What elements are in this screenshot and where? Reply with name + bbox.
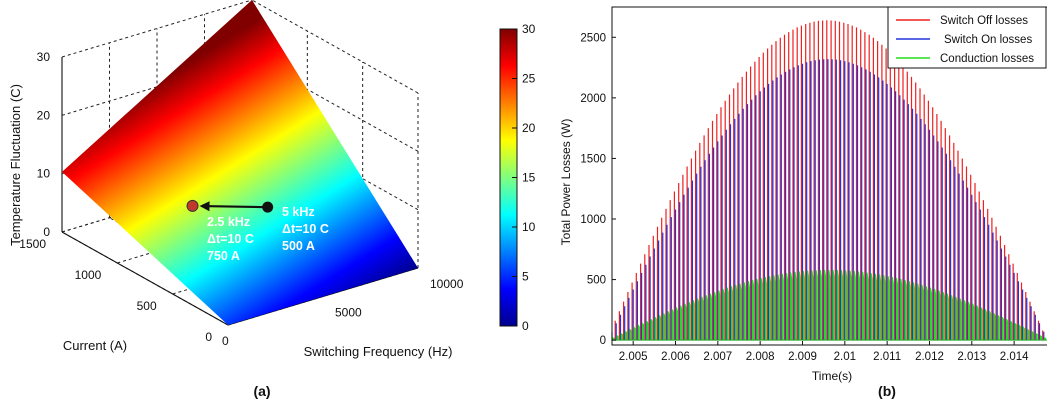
colorbar-tick-25: 25: [522, 72, 536, 86]
series-group: [611, 20, 1047, 341]
operating-point-annotation: 2.5 kHz Δt=10 C 750 A 5 kHz Δt=10 C 500 …: [186, 199, 329, 263]
panel-a-label: (a): [253, 383, 270, 399]
grid-line-side-z-3: [251, 0, 419, 94]
axis-ticks: 2.005 2.006 2.007 2.008 2.009 2.01 2.011 2.012 2…: [580, 32, 1029, 363]
y-axis-label-b: Total Power Losses (W): [559, 119, 573, 246]
legend: Switch Off losses Switch On losses Condu…: [887, 6, 1047, 69]
temperature-surface: [62, 0, 418, 325]
x-tick-label-2.009: 2.009: [788, 351, 817, 363]
colorbar-tick-30: 30: [522, 22, 536, 36]
colorbar: 0 5 10 15 20 25 30: [499, 22, 536, 333]
point-b-line-1: 5 kHz: [282, 205, 315, 219]
operating-point-5khz: [262, 201, 274, 213]
z-tick-10: 10: [37, 167, 51, 181]
x-tick-5000: 5000: [335, 306, 362, 320]
shift-arrow: [209, 205, 268, 209]
x-tick-0: 0: [222, 334, 229, 348]
shift-arrowhead: [199, 201, 210, 212]
colorbar-tick-5: 5: [522, 270, 529, 284]
x-tick-10000: 10000: [430, 277, 464, 291]
legend-label-switch-on: Switch On losses: [944, 34, 1032, 46]
z-axis-label: Temperature Fluctuation (C): [8, 84, 23, 246]
panel-b-label: (b): [878, 383, 896, 399]
series-line-2: [612, 269, 1047, 341]
plot-area-frame: [611, 6, 1047, 346]
series-line-0: [614, 20, 1044, 341]
y-axis-label: Current (A): [63, 338, 127, 353]
y-tick-0: 0: [205, 330, 212, 344]
x-axis-label: Switching Frequency (Hz): [304, 344, 453, 359]
z-tick-0: 0: [43, 225, 50, 239]
point-b-line-3: 500 A: [282, 239, 315, 253]
colorbar-tick-20: 20: [522, 121, 536, 135]
x-tick-label-2.005: 2.005: [619, 351, 648, 363]
y-tick-label-0: 0: [600, 335, 606, 347]
y-tick-1000: 1000: [75, 268, 102, 282]
y-tick-label-2500: 2500: [580, 32, 606, 44]
legend-label-switch-off: Switch Off losses: [940, 15, 1028, 27]
x-tick-label-2.007: 2.007: [703, 351, 732, 363]
colorbar-tick-15: 15: [522, 171, 536, 185]
colorbar-tick-0: 0: [522, 319, 529, 333]
x-tick-label-2.006: 2.006: [661, 351, 690, 363]
power-losses-panel: 2.005 2.006 2.007 2.008 2.009 2.01 2.011 2.012 2…: [559, 6, 1047, 399]
y-tick-label-1500: 1500: [580, 153, 606, 165]
x-tick-label-2.008: 2.008: [746, 351, 775, 363]
point-b-line-2: Δt=10 C: [282, 222, 329, 236]
axis-current: [61, 231, 229, 326]
y-tick-1500: 1500: [19, 237, 46, 251]
legend-label-conduction: Conduction losses: [940, 53, 1034, 65]
point-a-line-1: 2.5 kHz: [207, 215, 250, 229]
x-tick-label-2.01: 2.01: [834, 351, 856, 363]
point-a-line-2: Δt=10 C: [207, 232, 254, 246]
y-tick-label-500: 500: [587, 275, 606, 287]
operating-point-2-5khz: [186, 199, 199, 212]
x-tick-label-2.013: 2.013: [957, 351, 986, 363]
colorbar-ticks: 0 5 10 15 20 25 30: [512, 22, 536, 333]
y-tick-label-1000: 1000: [580, 214, 606, 226]
x-tick-label-2.014: 2.014: [1000, 351, 1029, 363]
colorbar-tick-10: 10: [522, 220, 536, 234]
y-tick-500: 500: [137, 299, 157, 313]
x-tick-label-2.012: 2.012: [915, 351, 944, 363]
x-tick-label-2.011: 2.011: [873, 351, 901, 363]
x-axis-label-b: Time(s): [812, 369, 852, 383]
z-tick-30: 30: [37, 50, 51, 64]
y-tick-label-2000: 2000: [580, 93, 606, 105]
point-a-line-3: 750 A: [207, 249, 240, 263]
z-tick-20: 20: [37, 108, 51, 122]
